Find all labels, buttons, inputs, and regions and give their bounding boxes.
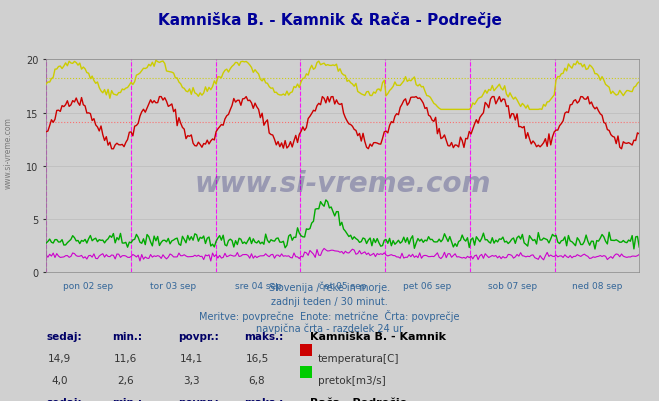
Text: 14,9: 14,9 <box>47 353 71 363</box>
Text: min.:: min.: <box>112 397 142 401</box>
Text: sedaj:: sedaj: <box>46 397 82 401</box>
Text: sob 07 sep: sob 07 sep <box>488 281 536 290</box>
Text: 2,6: 2,6 <box>117 375 134 385</box>
Text: pretok[m3/s]: pretok[m3/s] <box>318 375 386 385</box>
Text: sre 04 sep: sre 04 sep <box>235 281 281 290</box>
Text: Kamniška B. - Kamnik & Rača - Podrečje: Kamniška B. - Kamnik & Rača - Podrečje <box>158 12 501 28</box>
Text: 6,8: 6,8 <box>248 375 266 385</box>
Text: www.si-vreme.com: www.si-vreme.com <box>194 170 491 197</box>
Text: min.:: min.: <box>112 331 142 341</box>
Text: tor 03 sep: tor 03 sep <box>150 281 196 290</box>
Text: maks.:: maks.: <box>244 397 283 401</box>
Text: 3,3: 3,3 <box>183 375 200 385</box>
Text: pet 06 sep: pet 06 sep <box>403 281 451 290</box>
Text: Kamniška B. - Kamnik: Kamniška B. - Kamnik <box>310 331 445 341</box>
Text: navpična črta - razdelek 24 ur: navpična črta - razdelek 24 ur <box>256 322 403 333</box>
Text: 4,0: 4,0 <box>51 375 68 385</box>
Text: ned 08 sep: ned 08 sep <box>571 281 622 290</box>
Text: maks.:: maks.: <box>244 331 283 341</box>
Text: 16,5: 16,5 <box>245 353 269 363</box>
Text: sedaj:: sedaj: <box>46 331 82 341</box>
Text: čet 05 sep: čet 05 sep <box>319 281 366 291</box>
Bar <box>300 344 312 356</box>
Text: Rača - Podrečje: Rača - Podrečje <box>310 397 407 401</box>
Text: 11,6: 11,6 <box>113 353 137 363</box>
Text: temperatura[C]: temperatura[C] <box>318 353 399 363</box>
Text: povpr.:: povpr.: <box>178 331 219 341</box>
Text: pon 02 sep: pon 02 sep <box>63 281 113 290</box>
Text: Meritve: povprečne  Enote: metrične  Črta: povprečje: Meritve: povprečne Enote: metrične Črta:… <box>199 309 460 321</box>
Text: www.si-vreme.com: www.si-vreme.com <box>3 117 13 188</box>
Text: povpr.:: povpr.: <box>178 397 219 401</box>
Text: 14,1: 14,1 <box>179 353 203 363</box>
Text: Slovenija / reke in morje.: Slovenija / reke in morje. <box>269 283 390 293</box>
Bar <box>300 366 312 378</box>
Text: zadnji teden / 30 minut.: zadnji teden / 30 minut. <box>271 296 388 306</box>
